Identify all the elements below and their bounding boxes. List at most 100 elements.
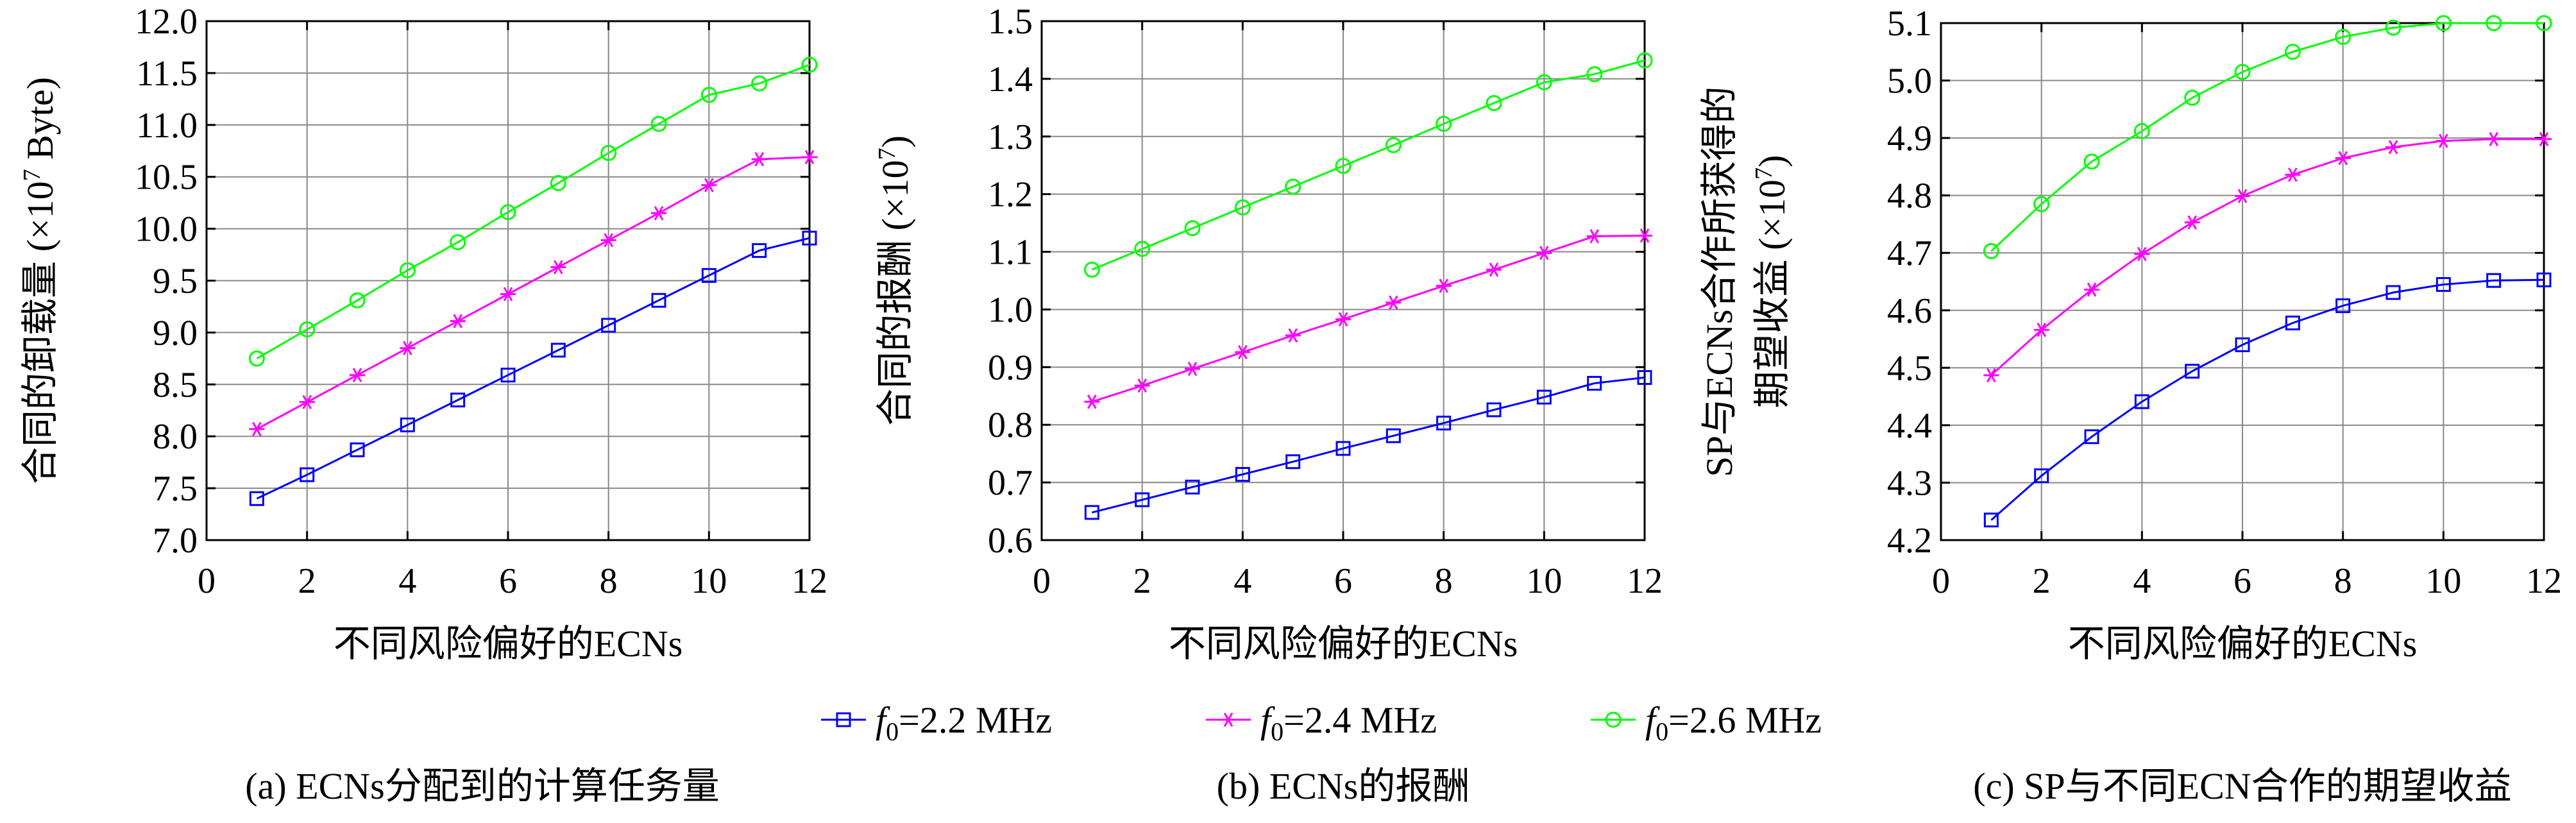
series-3 xyxy=(248,56,818,367)
data-point xyxy=(550,343,566,358)
data-point xyxy=(550,260,566,275)
y-tick-label: 4.6 xyxy=(1887,291,1932,331)
legend-label: f0=2.4 MHz xyxy=(1260,699,1437,746)
data-point xyxy=(450,314,466,328)
data-point xyxy=(1235,467,1250,482)
data-point xyxy=(2133,123,2150,139)
x-tick-label: 6 xyxy=(1334,561,1352,601)
data-point xyxy=(2083,153,2100,170)
data-point xyxy=(300,467,315,482)
data-point xyxy=(2184,89,2201,106)
y-tick-label: 11.5 xyxy=(136,54,198,94)
data-point xyxy=(2436,133,2452,148)
y-tick-label: 10.5 xyxy=(135,158,198,198)
data-point xyxy=(2385,19,2402,36)
data-point xyxy=(1983,368,1999,383)
y-tick-label: 7.0 xyxy=(153,521,198,561)
data-point xyxy=(299,321,316,338)
data-point xyxy=(1084,505,1099,520)
y-axis-label: 合同的卸载量 (×107 Byte) xyxy=(19,77,61,484)
x-tick-label: 2 xyxy=(1133,561,1151,601)
x-tick-label: 10 xyxy=(691,561,727,601)
series-line xyxy=(1091,234,1645,403)
x-tick-label: 10 xyxy=(1526,561,1562,601)
series-1 xyxy=(1983,272,2552,528)
data-point xyxy=(751,152,767,167)
y-tick-label: 4.9 xyxy=(1887,119,1932,158)
data-point xyxy=(1234,199,1251,216)
y-axis-label: 合同的报酬 (×107) xyxy=(874,135,916,426)
x-tick-label: 2 xyxy=(298,561,316,601)
x-tick-label: 4 xyxy=(1233,561,1251,601)
data-point xyxy=(1285,178,1301,195)
series-3 xyxy=(1083,52,1653,278)
y-tick-label: 1.0 xyxy=(988,290,1033,330)
legend-label: f0=2.6 MHz xyxy=(1645,699,1822,746)
data-point xyxy=(400,417,415,432)
data-point xyxy=(2435,15,2452,31)
x-tick-label: 4 xyxy=(398,561,416,601)
data-point xyxy=(1587,376,1602,391)
data-point xyxy=(802,149,817,165)
x-tick-label: 8 xyxy=(600,561,618,601)
x-tick-label: 12 xyxy=(1627,561,1663,601)
data-point xyxy=(1486,402,1502,418)
data-point xyxy=(1385,428,1401,443)
y-tick-label: 1.1 xyxy=(988,233,1033,273)
legend-label: f0=2.2 MHz xyxy=(876,699,1052,746)
x-axis-label: 不同风险偏好的ECNs xyxy=(2068,623,2418,665)
data-point xyxy=(2285,167,2301,182)
series-line xyxy=(256,156,810,430)
data-point xyxy=(1335,312,1351,327)
data-point xyxy=(249,491,264,506)
data-point xyxy=(2536,132,2552,147)
data-point xyxy=(1083,261,1100,278)
data-point xyxy=(650,115,667,132)
y-tick-label: 0.9 xyxy=(988,348,1033,387)
y-tick-label: 8.0 xyxy=(153,417,198,457)
data-point xyxy=(248,350,265,367)
data-point xyxy=(500,368,516,383)
data-point xyxy=(2033,196,2050,212)
y-tick-label: 4.3 xyxy=(1887,463,1932,503)
data-point xyxy=(2284,44,2301,60)
y-tick-label: 5.0 xyxy=(1887,62,1932,101)
y-tick-label: 9.0 xyxy=(153,313,198,353)
y-tick-label: 8.5 xyxy=(153,365,198,405)
data-point xyxy=(2486,273,2502,288)
series-2 xyxy=(249,149,817,437)
data-point xyxy=(802,230,817,246)
data-point xyxy=(399,262,416,278)
data-point xyxy=(1436,115,1452,132)
series-1 xyxy=(249,230,817,506)
series-2 xyxy=(1983,132,2552,383)
data-point xyxy=(500,204,516,221)
data-point xyxy=(651,206,666,221)
y-tick-label: 1.2 xyxy=(988,175,1033,215)
x-tick-label: 10 xyxy=(2425,561,2461,601)
data-point xyxy=(1586,66,1603,83)
series-line xyxy=(1091,377,1645,514)
data-point xyxy=(601,318,616,333)
y-tick-label: 0.7 xyxy=(988,463,1033,503)
y-tick-label: 0.6 xyxy=(988,521,1033,561)
data-point xyxy=(1637,370,1652,386)
data-point xyxy=(2084,429,2099,445)
data-point xyxy=(2084,282,2099,297)
data-point xyxy=(801,56,818,73)
data-point xyxy=(2486,132,2502,147)
y-tick-label: 1.4 xyxy=(988,60,1033,99)
data-point xyxy=(2235,337,2250,353)
data-point xyxy=(1335,441,1351,456)
data-point xyxy=(350,368,365,382)
y-tick-label: 7.5 xyxy=(153,469,198,509)
data-point xyxy=(2235,189,2250,203)
data-point xyxy=(1184,220,1201,237)
chart-panel-c: 0 2 4 6 8 10 12 4.2 4.3 4.4 4.5 4.6 4.7 4.8 4.9 5.0 5.1 不… xyxy=(1699,4,2562,807)
panel-caption: (a) ECNs分配到的计算任务量 xyxy=(245,765,719,807)
panel-caption: (c) SP与不同ECN合作的期望收益 xyxy=(1973,765,2511,807)
y-tick-label: 5.1 xyxy=(1887,4,1932,44)
x-tick-label: 6 xyxy=(2233,561,2251,601)
data-point xyxy=(1636,52,1653,69)
series-1 xyxy=(1084,370,1652,520)
